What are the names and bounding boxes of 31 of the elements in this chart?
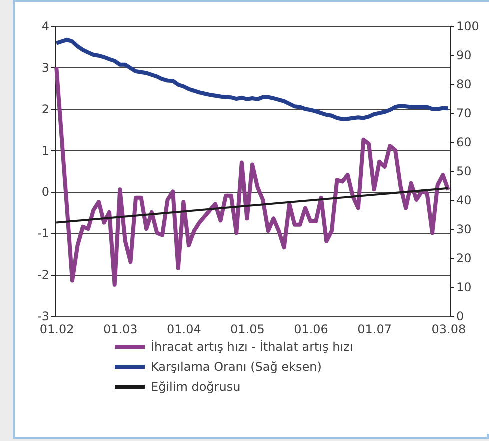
- y2-tick-label: 90: [456, 48, 472, 62]
- y2-tick-label: 0: [456, 310, 464, 324]
- x-tick-label: 01.06: [294, 322, 328, 336]
- y-tick-label: -3: [38, 310, 50, 324]
- y-tick-label: -1: [38, 226, 50, 241]
- x-tick-label: 01.02: [40, 322, 74, 336]
- x-tick-label: 01.03: [103, 322, 138, 336]
- y2-tick-label: 20: [456, 252, 472, 266]
- y2-tick-label: 80: [456, 78, 472, 92]
- y-tick-label: 3: [42, 60, 50, 75]
- y-tick-label: 1: [42, 144, 50, 158]
- legend-label: Karşılama Oranı (Sağ eksen): [151, 360, 322, 374]
- y2-tick-label: 70: [456, 106, 472, 120]
- x-tick-label: 03.08: [432, 322, 466, 336]
- x-tick-label: 01.04: [166, 322, 202, 336]
- y2-tick-label: 60: [456, 136, 472, 150]
- y2-tick-label: 100: [456, 20, 480, 34]
- y2-tick-label: 50: [456, 164, 472, 178]
- y2-tick-label: 40: [456, 194, 472, 208]
- y-tick-label: -2: [38, 268, 50, 282]
- legend-label: İhracat artış hızı - İthalat artış hızı: [151, 340, 354, 354]
- line-series: [54, 38, 450, 122]
- y-tick-label: 4: [42, 20, 50, 34]
- y-tick-label: 2: [42, 102, 50, 116]
- x-tick-label: 01.05: [230, 322, 265, 336]
- y2-tick-label: 10: [456, 280, 472, 294]
- line-series: [54, 65, 450, 287]
- y-tick-label: 0: [42, 185, 50, 200]
- y2-tick-label: 30: [456, 222, 472, 236]
- legend-label: Eğilim doğrusu: [151, 380, 241, 394]
- x-tick-label: 01.07: [358, 322, 392, 336]
